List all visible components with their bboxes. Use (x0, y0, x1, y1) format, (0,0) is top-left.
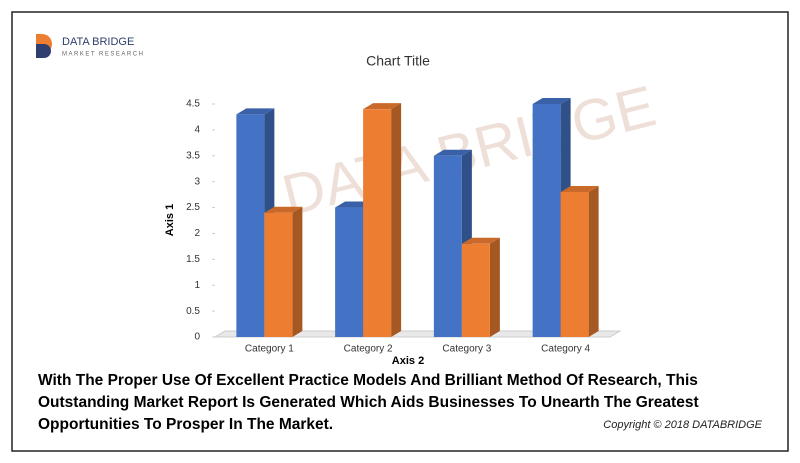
caption-line: Outstanding Market Report Is Generated W… (38, 394, 699, 411)
logo-name: DATA BRIDGE (62, 36, 134, 48)
bar-top (264, 206, 303, 213)
chart-title: Chart Title (366, 53, 430, 69)
bar-top (433, 149, 472, 156)
copyright: Copyright © 2018 DATABRIDGE (603, 419, 762, 431)
y-tick-label: 1 (194, 280, 200, 291)
bar-front (433, 155, 462, 337)
logo-tagline: MARKET RESEARCH (62, 52, 144, 58)
frame (11, 11, 789, 452)
bar-side (588, 186, 599, 337)
bar-front (461, 243, 490, 337)
bar-side (489, 237, 500, 337)
bar (461, 237, 500, 337)
y-tick-label: 3 (194, 176, 200, 187)
bar-front (532, 104, 561, 337)
y-tick-label: 3.5 (186, 150, 200, 161)
y-tick-label: 4.5 (186, 99, 200, 110)
bar-front (560, 192, 589, 337)
bar-front (335, 207, 364, 337)
bar-front (236, 114, 265, 337)
x-tick-label: Category 3 (442, 344, 491, 355)
y-tick-label: 4 (194, 125, 200, 136)
logo: DATA BRIDGE MARKET RESEARCH (36, 34, 144, 58)
x-tick-label: Category 2 (344, 344, 393, 355)
bar-side (391, 103, 402, 337)
bar-top (363, 103, 402, 110)
bar-side (292, 206, 303, 337)
y-tick-label: 1.5 (186, 254, 200, 265)
bar-front (264, 212, 293, 337)
bar-top (236, 108, 275, 115)
x-tick-label: Category 1 (245, 344, 294, 355)
y-axis-label: Axis 1 (164, 204, 176, 236)
caption-line: With The Proper Use Of Excellent Practic… (38, 372, 698, 389)
bar-front (363, 109, 392, 337)
y-tick-label: 2 (194, 228, 200, 239)
bar (560, 186, 599, 337)
bar-top (461, 237, 500, 244)
logo-icon (36, 44, 51, 58)
bar-top (560, 186, 599, 193)
y-tick-label: 0.5 (186, 306, 200, 317)
x-tick-label: Category 4 (541, 344, 590, 355)
bar (363, 103, 402, 337)
bar (264, 206, 303, 337)
x-axis-label: Axis 2 (392, 355, 424, 367)
caption: With The Proper Use Of Excellent Practic… (38, 372, 699, 433)
bar-top (532, 98, 571, 104)
y-tick-label: 0 (194, 332, 200, 343)
caption-line: Opportunities To Prosper In The Market. (38, 416, 333, 433)
y-tick-label: 2.5 (186, 202, 200, 213)
